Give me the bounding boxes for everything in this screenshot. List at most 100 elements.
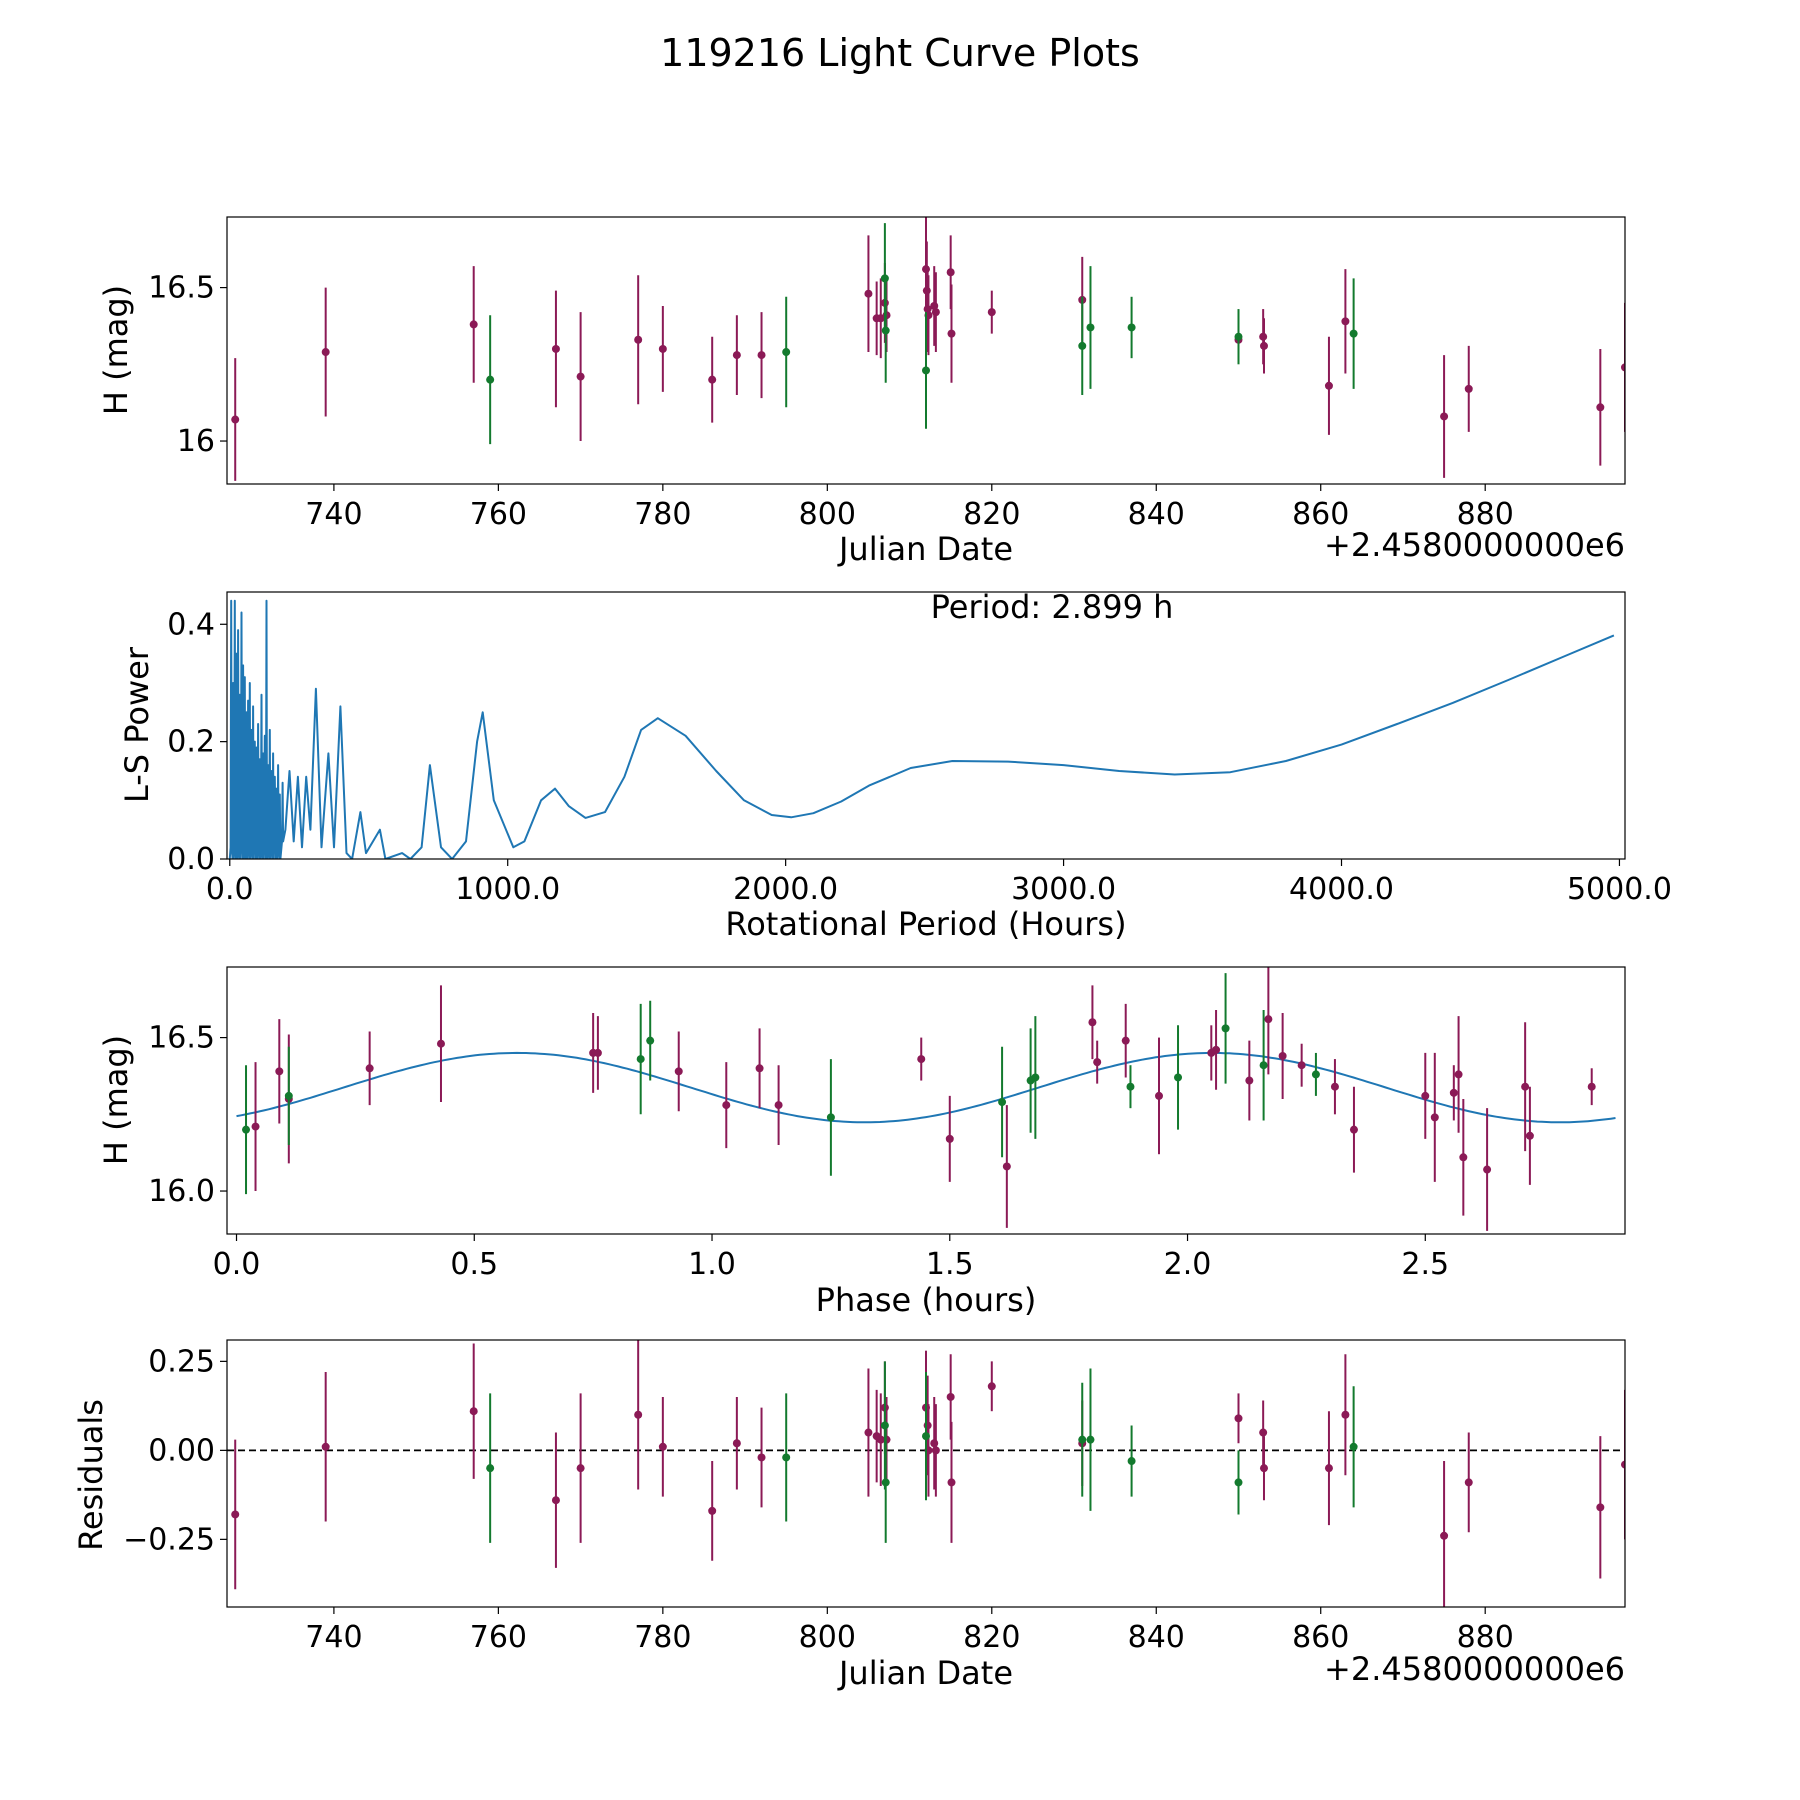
residuals-data-point [1086, 1435, 1095, 1444]
residuals-data-point [1234, 1478, 1243, 1487]
lightcurve-data-point [1078, 341, 1087, 350]
lightcurve-data-point [1259, 341, 1268, 350]
periodogram-ytick-label: 0.2 [167, 725, 215, 760]
phased-data-point [251, 1122, 260, 1131]
phased-data-point [593, 1048, 602, 1057]
phased-data-point [646, 1036, 655, 1045]
lightcurve-data-point [1341, 317, 1350, 326]
residuals-data-point [551, 1496, 560, 1505]
phased-xtick-label: 1.0 [688, 1247, 736, 1282]
phased-data-point [1525, 1131, 1534, 1140]
phased-ytick-label: 16.5 [148, 1021, 215, 1056]
phased-data-point [1297, 1061, 1306, 1070]
residuals-points [231, 1340, 1625, 1607]
residuals-data-point [658, 1442, 667, 1451]
phased-data-point [1259, 1061, 1268, 1070]
periodogram-ylabel: L-S Power [118, 646, 156, 803]
phased-xtick-label: 0.0 [213, 1247, 261, 1282]
lightcurve-frame [226, 216, 1626, 485]
residuals-data-point [486, 1464, 495, 1473]
residuals-data-point [946, 1392, 955, 1401]
residuals-data-point [321, 1442, 330, 1451]
lightcurve-data-point [931, 308, 940, 317]
phased-data-point [365, 1064, 374, 1073]
lightcurve-data-point [576, 372, 585, 381]
lightcurve-data-point [922, 366, 930, 375]
lightcurve-data-point [757, 351, 766, 360]
phased-data-point [755, 1064, 764, 1073]
residuals-data-point [1596, 1503, 1605, 1512]
residuals-xtick-label: 880 [1457, 1620, 1514, 1655]
phased-data-point [1459, 1153, 1468, 1162]
lightcurve-data-point [634, 335, 643, 344]
phased-data-point [1278, 1052, 1287, 1060]
phased-data-point [674, 1067, 683, 1076]
phased-data-point [1264, 1015, 1273, 1024]
residuals-data-point [1078, 1435, 1087, 1444]
residuals-data-point [1464, 1478, 1473, 1487]
residuals-data-point [930, 1439, 939, 1448]
phased-fit-curve [236, 1051, 1616, 1124]
residuals-data-point [922, 1432, 930, 1441]
residuals-data-point [782, 1453, 791, 1462]
lightcurve-data-point [486, 375, 495, 384]
periodogram-xtick-label: 0.0 [206, 872, 254, 907]
lightcurve-panel: Julian Date +2.4580000000e6 H (mag) 740 7… [97, 216, 1626, 568]
periodogram-frame [226, 591, 1626, 860]
phased-data-point [826, 1113, 835, 1122]
lightcurve-offset-text: +2.4580000000e6 [1324, 526, 1625, 564]
residuals-data-point [881, 1478, 890, 1487]
lightcurve-ylabel: H (mag) [97, 285, 135, 415]
phased-data-point [1002, 1162, 1011, 1171]
residuals-xtick-label: 820 [963, 1620, 1020, 1655]
periodogram-xtick-label: 5000.0 [1567, 872, 1672, 907]
phased-data-point [1212, 1045, 1221, 1054]
phased-xtick-label: 2.0 [1164, 1247, 1212, 1282]
lightcurve-data-point [864, 289, 873, 298]
periodogram-xtick-label: 1000.0 [455, 872, 560, 907]
residuals-xtick-label: 760 [470, 1620, 527, 1655]
phased-data-point [1174, 1073, 1183, 1082]
residuals-data-point [987, 1382, 996, 1391]
phased-data-point [1430, 1113, 1439, 1122]
lightcurve-data-point [881, 326, 890, 335]
phased-data-point [1245, 1076, 1254, 1085]
phased-data-point [284, 1091, 293, 1100]
phased-xtick-label: 0.5 [450, 1247, 498, 1282]
phased-data-point [1121, 1036, 1130, 1045]
phased-data-point [998, 1098, 1007, 1107]
residuals-ytick-label: 0.25 [148, 1344, 215, 1379]
phased-data-point [436, 1039, 445, 1048]
lightcurve-data-point [732, 351, 741, 360]
periodogram-xtick-label: 3000.0 [1011, 872, 1116, 907]
lightcurve-xtick-label: 820 [963, 497, 1020, 532]
residuals-xtick-label: 740 [305, 1620, 362, 1655]
phased-data-point [1349, 1125, 1358, 1134]
lightcurve-xlabel: Julian Date [837, 530, 1013, 568]
phased-data-point [1449, 1088, 1458, 1097]
residuals-xtick-label: 860 [1292, 1620, 1349, 1655]
residuals-panel: Julian Date +2.4580000000e6 Residuals 74… [72, 1339, 1626, 1692]
residuals-data-point [231, 1510, 240, 1519]
lightcurve-data-point [782, 348, 791, 357]
lightcurve-data-point [1234, 332, 1243, 341]
phased-data-point [1221, 1024, 1230, 1033]
residuals-xlabel: Julian Date [837, 1654, 1013, 1692]
residuals-data-point [1440, 1531, 1449, 1540]
residuals-data-point [1127, 1457, 1136, 1466]
phased-points [242, 967, 1596, 1231]
lightcurve-data-point [1596, 403, 1605, 412]
residuals-data-point [1234, 1414, 1243, 1423]
phased-data-point [1088, 1018, 1097, 1027]
phased-xtick-label: 1.5 [926, 1247, 974, 1282]
lightcurve-data-point [1086, 323, 1095, 332]
phased-data-point [945, 1134, 954, 1143]
residuals-data-point [576, 1464, 585, 1473]
residuals-xtick-label: 840 [1128, 1620, 1185, 1655]
phased-data-point [1421, 1091, 1430, 1100]
residuals-data-point [1259, 1428, 1268, 1437]
lightcurve-data-point [947, 329, 956, 338]
lightcurve-data-point [1621, 363, 1625, 372]
periodogram-power-line [228, 599, 1615, 859]
